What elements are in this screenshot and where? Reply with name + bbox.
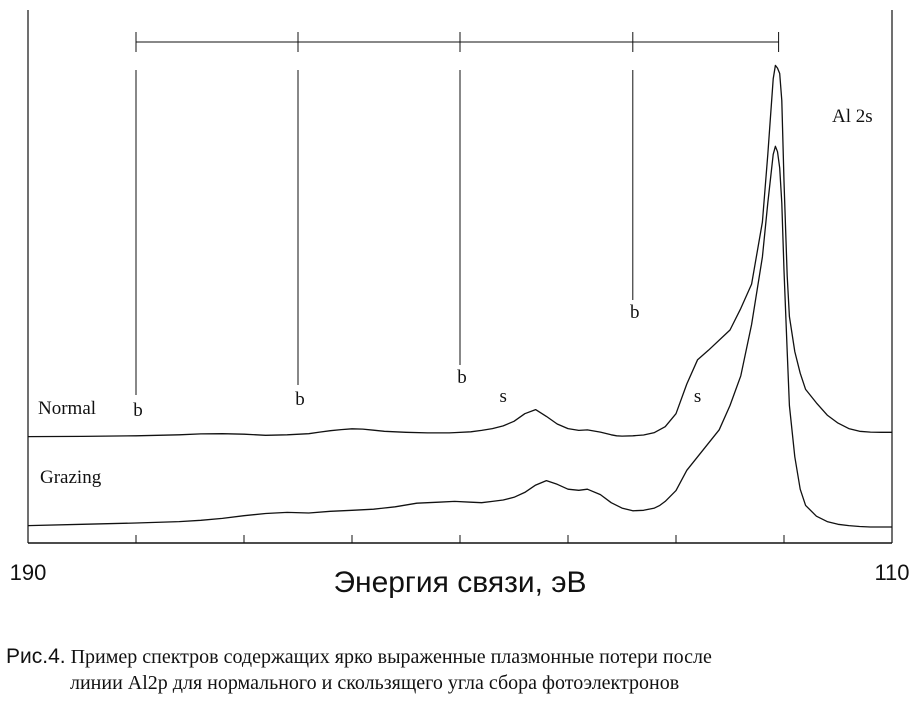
loss-markers (135, 32, 780, 395)
series-line-grazing (27, 145, 892, 528)
figure-caption: Рис.4. Пример спектров содержащих ярко в… (6, 644, 906, 696)
plot-frame: 190 110 (10, 10, 910, 585)
series-label-normal: Normal (38, 398, 96, 419)
spectrum-chart: 190 110 b b b s b s Al 2s Normal Grazing Энергия … (10, 10, 910, 599)
peak-label-s: s (694, 386, 701, 407)
x-tick-label: 190 (10, 560, 47, 585)
series-lines (27, 64, 892, 528)
peak-label-s: s (499, 386, 506, 407)
caption-line2: линии Al2p для нормального и скользящего… (70, 672, 680, 694)
series-label-grazing: Grazing (40, 467, 102, 488)
peak-label-b: b (630, 302, 640, 323)
series-line-normal (27, 64, 892, 438)
peak-label-b: b (133, 400, 143, 421)
chart-labels: b b b s b s Al 2s Normal Grazing (38, 106, 873, 488)
peak-label-b: b (295, 389, 305, 410)
x-axis-label: Энергия связи, эВ (333, 566, 586, 599)
peak-label-al2s: Al 2s (832, 106, 873, 127)
caption-text: Пример спектров содержащих ярко выраженн… (65, 646, 712, 668)
caption-lead: Рис.4. (6, 645, 66, 668)
x-tick-label: 110 (874, 560, 909, 585)
peak-label-b: b (457, 367, 467, 388)
